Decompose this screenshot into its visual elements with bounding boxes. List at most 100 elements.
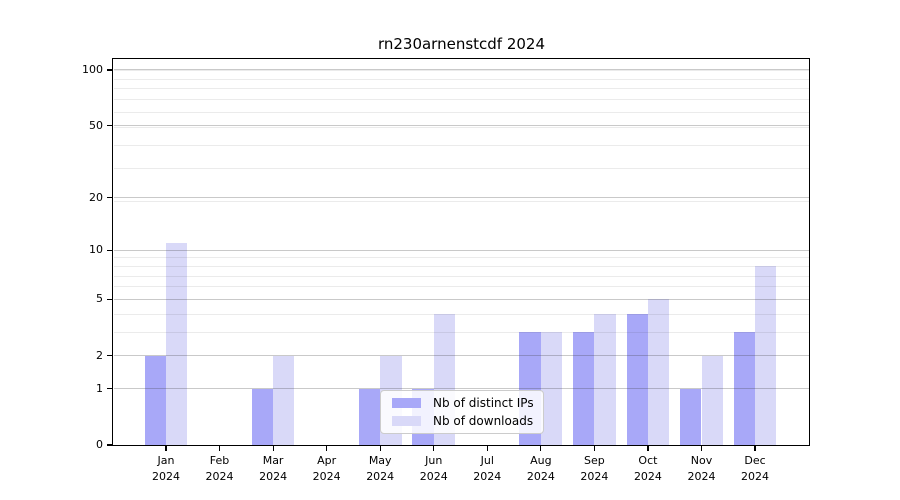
- x-tick-month: Sep: [584, 454, 605, 467]
- y-tick-mark: [107, 197, 112, 199]
- minor-gridline: [114, 99, 809, 101]
- x-tick-mark: [593, 446, 595, 451]
- x-tick-year: 2024: [633, 469, 662, 483]
- x-tick-label-aug: Aug 2024: [511, 453, 571, 484]
- x-tick-label-jun: Jun 2024: [404, 453, 464, 484]
- x-tick-month: Apr: [317, 454, 337, 467]
- minor-gridline: [114, 126, 809, 128]
- chart-title: rn230arnenstcdf 2024: [377, 35, 546, 53]
- bar-downloads-aug: [540, 332, 563, 445]
- x-tick-year: 2024: [419, 469, 448, 483]
- minor-gridline: [114, 331, 809, 333]
- x-tick-label-may: May 2024: [350, 453, 410, 484]
- x-tick-label-feb: Feb 2024: [190, 453, 250, 484]
- bar-downloads-dec: [755, 266, 777, 445]
- bar-downloads-oct: [647, 299, 670, 445]
- bar-distinct-ips-nov: [680, 388, 702, 445]
- x-tick-mark: [379, 446, 381, 451]
- legend-item-distinct-ips: Nb of distinct IPs: [389, 395, 535, 411]
- y-tick-label: 2: [96, 348, 103, 362]
- x-tick-mark: [326, 446, 328, 451]
- x-tick-label-apr: Apr 2024: [297, 453, 357, 484]
- x-tick-month: May: [368, 454, 392, 467]
- x-tick-month: Jan: [157, 454, 175, 467]
- major-gridline: [114, 125, 809, 126]
- minor-gridline: [114, 88, 809, 90]
- x-tick-month: Jul: [480, 454, 494, 467]
- y-tick-mark: [107, 124, 112, 127]
- y-tick-label: 5: [96, 292, 103, 306]
- y-tick-mark: [107, 388, 112, 390]
- major-gridline: [114, 69, 809, 71]
- legend-label-downloads: Nb of downloads: [433, 414, 534, 429]
- minor-gridline: [114, 144, 809, 146]
- x-tick-label-nov: Nov 2024: [672, 453, 732, 484]
- bar-downloads-jan: [166, 243, 188, 445]
- x-tick-year: 2024: [152, 469, 180, 483]
- bar-distinct-ips-jan: [144, 355, 166, 445]
- x-tick-month: Oct: [638, 454, 658, 467]
- major-gridline: [114, 388, 809, 390]
- y-tick-label: 0: [96, 438, 103, 451]
- x-tick-mark: [218, 446, 221, 451]
- minor-gridline: [114, 78, 809, 80]
- minor-gridline: [114, 286, 809, 288]
- major-gridline: [114, 355, 809, 357]
- legend: Nb of distinct IPs Nb of downloads: [380, 390, 544, 434]
- bar-distinct-ips-dec: [733, 332, 756, 445]
- bar-distinct-ips-mar: [251, 388, 274, 445]
- y-tick-label: 100: [82, 62, 103, 76]
- x-tick-year: 2024: [687, 469, 716, 483]
- x-tick-month: Mar: [262, 454, 284, 467]
- minor-gridline: [114, 265, 809, 267]
- y-tick-label: 20: [89, 190, 103, 204]
- legend-item-downloads: Nb of downloads: [389, 414, 535, 430]
- x-tick-mark: [486, 446, 488, 451]
- y-tick-mark: [107, 444, 112, 446]
- minor-gridline: [114, 111, 809, 113]
- legend-swatch-downloads-icon: [392, 416, 421, 427]
- x-tick-mark: [647, 446, 649, 451]
- x-tick-mark: [433, 446, 435, 451]
- minor-gridline: [114, 275, 809, 277]
- minor-gridline: [114, 313, 809, 315]
- y-tick-mark: [107, 298, 112, 300]
- x-tick-mark: [700, 446, 703, 451]
- x-tick-year: 2024: [205, 469, 234, 483]
- major-gridline: [114, 197, 809, 199]
- bar-distinct-ips-may: [358, 388, 381, 445]
- y-tick-mark: [107, 249, 112, 251]
- y-tick-label: 50: [89, 118, 103, 132]
- minor-gridline: [114, 168, 809, 170]
- x-tick-mark: [540, 446, 542, 451]
- legend-swatch-distinct-ips-icon: [392, 397, 421, 408]
- x-tick-month: Aug: [530, 454, 552, 467]
- y-tick-mark: [107, 69, 112, 71]
- x-tick-year: 2024: [526, 469, 555, 483]
- x-tick-label-jan: Jan 2024: [136, 453, 196, 484]
- y-tick-mark: [107, 355, 112, 357]
- x-tick-year: 2024: [259, 469, 288, 483]
- x-tick-label-dec: Dec 2024: [725, 453, 785, 484]
- x-tick-year: 2024: [741, 469, 770, 483]
- minor-gridline: [114, 257, 809, 259]
- x-tick-month: Dec: [744, 454, 766, 467]
- legend-label-distinct-ips: Nb of distinct IPs: [433, 395, 534, 410]
- x-tick-label-oct: Oct 2024: [618, 453, 678, 484]
- x-tick-year: 2024: [366, 469, 395, 483]
- bar-downloads-mar: [273, 355, 295, 445]
- x-tick-label-sep: Sep 2024: [564, 453, 624, 484]
- x-tick-label-jul: Jul 2024: [457, 453, 517, 484]
- x-tick-year: 2024: [580, 469, 609, 483]
- x-tick-year: 2024: [312, 469, 341, 483]
- x-tick-mark: [754, 446, 756, 451]
- x-tick-year: 2024: [473, 469, 502, 483]
- bar-distinct-ips-sep: [573, 332, 595, 445]
- x-tick-mark: [272, 446, 274, 451]
- major-gridline: [114, 298, 809, 300]
- bar-distinct-ips-oct: [626, 314, 648, 445]
- x-tick-month: Nov: [690, 454, 713, 467]
- minor-gridline: [114, 201, 809, 203]
- x-tick-mark: [165, 446, 167, 451]
